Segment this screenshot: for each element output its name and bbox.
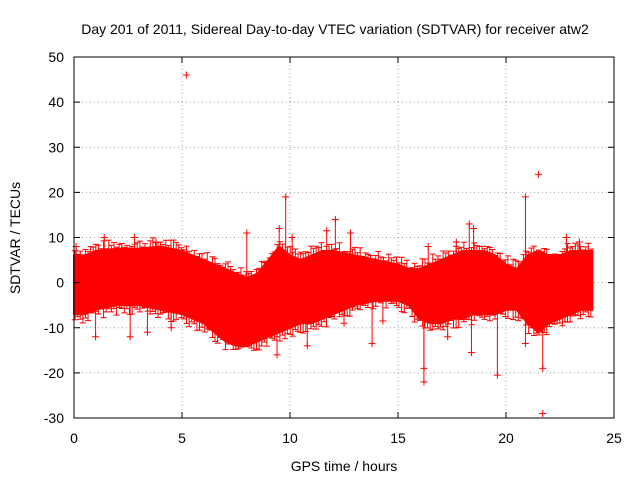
axis-ticks: 0 5 10 15 20 25 -30 -20 -10 0 10 20 30 40 50	[44, 49, 622, 446]
x-tick-label: 0	[70, 430, 78, 446]
dense-data-band	[73, 245, 594, 347]
y-tick-label: 10	[48, 230, 64, 246]
y-tick-label: -30	[44, 410, 64, 426]
grid	[74, 57, 614, 418]
outlier-point	[534, 170, 542, 178]
data-series	[72, 71, 594, 417]
x-tick-label: 5	[178, 430, 186, 446]
chart-title: Day 201 of 2011, Sidereal Day-to-day VTE…	[81, 21, 589, 37]
x-tick-label: 10	[282, 430, 298, 446]
x-axis-label: GPS time / hours	[291, 458, 398, 474]
y-tick-label: 40	[48, 94, 64, 110]
y-tick-label: 50	[48, 49, 64, 65]
y-tick-label: 0	[56, 275, 64, 291]
outlier-point	[182, 71, 190, 79]
y-axis-label: SDTVAR / TECUs	[7, 182, 23, 294]
x-tick-label: 20	[498, 430, 514, 446]
y-tick-label: -20	[44, 365, 64, 381]
y-tick-label: 30	[48, 139, 64, 155]
x-tick-label: 25	[606, 430, 622, 446]
outlier-point	[539, 409, 547, 417]
y-tick-label: -10	[44, 320, 64, 336]
y-tick-label: 20	[48, 184, 64, 200]
x-tick-label: 15	[390, 430, 406, 446]
